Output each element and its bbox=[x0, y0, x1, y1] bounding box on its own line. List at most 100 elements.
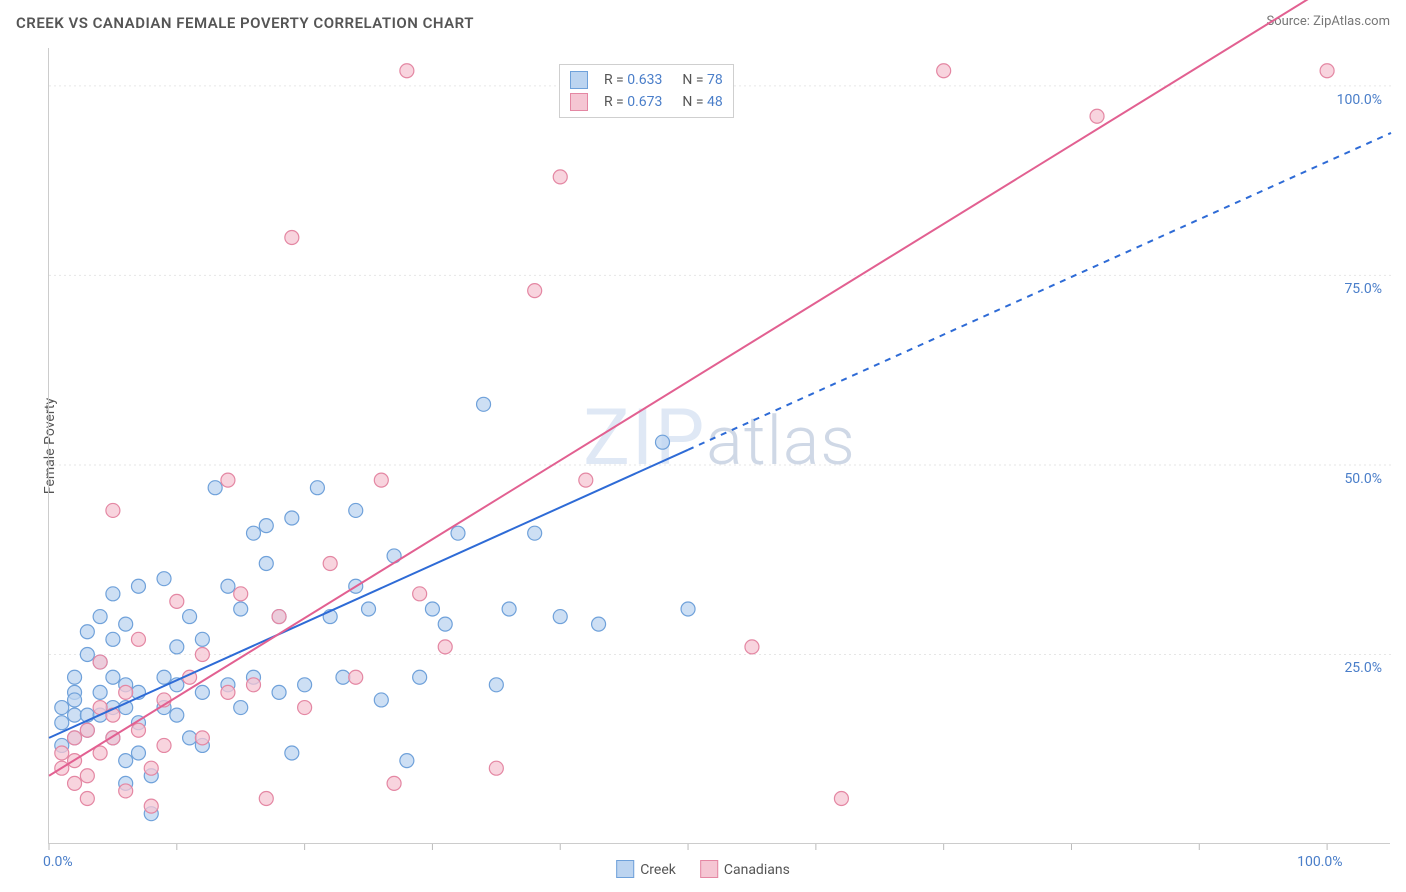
y-tick-label: 100.0% bbox=[1337, 92, 1382, 108]
scatter-point-canadians bbox=[374, 473, 388, 487]
scatter-point-creek bbox=[157, 572, 171, 586]
scatter-point-canadians bbox=[400, 64, 414, 78]
scatter-point-creek bbox=[246, 526, 260, 540]
scatter-point-creek bbox=[298, 678, 312, 692]
scatter-point-canadians bbox=[323, 557, 337, 571]
scatter-point-creek bbox=[208, 481, 222, 495]
stats-R-label: R = 0.633 bbox=[604, 69, 662, 91]
scatter-point-creek bbox=[93, 610, 107, 624]
scatter-point-creek bbox=[119, 754, 133, 768]
scatter-point-creek bbox=[285, 746, 299, 760]
scatter-point-creek bbox=[106, 670, 120, 684]
scatter-point-creek bbox=[349, 503, 363, 517]
scatter-point-canadians bbox=[937, 64, 951, 78]
scatter-point-creek bbox=[502, 602, 516, 616]
scatter-point-canadians bbox=[349, 670, 363, 684]
scatter-point-creek bbox=[93, 685, 107, 699]
scatter-point-creek bbox=[374, 693, 388, 707]
scatter-point-canadians bbox=[80, 792, 94, 806]
scatter-point-creek bbox=[425, 602, 439, 616]
scatter-point-creek bbox=[234, 602, 248, 616]
scatter-point-canadians bbox=[93, 655, 107, 669]
stats-N-label: N = 78 bbox=[682, 69, 722, 91]
scatter-point-creek bbox=[195, 685, 209, 699]
scatter-point-canadians bbox=[195, 731, 209, 745]
scatter-point-creek bbox=[170, 640, 184, 654]
scatter-point-canadians bbox=[272, 610, 286, 624]
scatter-point-creek bbox=[183, 610, 197, 624]
scatter-point-creek bbox=[592, 617, 606, 631]
stats-R-label: R = 0.673 bbox=[604, 91, 662, 113]
y-tick-label: 75.0% bbox=[1344, 281, 1382, 297]
scatter-point-creek bbox=[438, 617, 452, 631]
scatter-point-creek bbox=[655, 435, 669, 449]
scatter-point-creek bbox=[221, 579, 235, 593]
x-tick-label: 100.0% bbox=[1297, 854, 1342, 870]
scatter-point-creek bbox=[106, 587, 120, 601]
scatter-point-creek bbox=[553, 610, 567, 624]
scatter-point-creek bbox=[68, 670, 82, 684]
scatter-point-canadians bbox=[553, 170, 567, 184]
scatter-point-creek bbox=[170, 708, 184, 722]
plot-area: ZIPatlas R = 0.633N = 78R = 0.673N = 48 … bbox=[48, 48, 1390, 844]
scatter-point-canadians bbox=[170, 594, 184, 608]
scatter-point-canadians bbox=[119, 685, 133, 699]
scatter-point-canadians bbox=[221, 685, 235, 699]
plot-svg bbox=[49, 48, 1390, 843]
legend-label: Creek bbox=[640, 862, 676, 878]
scatter-point-creek bbox=[336, 670, 350, 684]
trendline-creek-dashed bbox=[688, 133, 1391, 450]
scatter-point-canadians bbox=[106, 503, 120, 517]
scatter-point-canadians bbox=[234, 587, 248, 601]
scatter-point-canadians bbox=[80, 723, 94, 737]
stats-row-canadians: R = 0.673 N = 48 bbox=[570, 91, 723, 113]
scatter-point-canadians bbox=[298, 701, 312, 715]
scatter-point-canadians bbox=[131, 723, 145, 737]
scatter-point-canadians bbox=[144, 799, 158, 813]
scatter-point-canadians bbox=[745, 640, 759, 654]
correlation-stats-box: R = 0.633 N = 78 R = 0.673 N = 48 bbox=[559, 64, 734, 118]
scatter-point-creek bbox=[68, 693, 82, 707]
legend-label: Canadians bbox=[724, 862, 790, 878]
scatter-point-canadians bbox=[1320, 64, 1334, 78]
chart-container: CREEK VS CANADIAN FEMALE POVERTY CORRELA… bbox=[0, 0, 1406, 892]
scatter-point-creek bbox=[451, 526, 465, 540]
scatter-point-creek bbox=[272, 685, 286, 699]
scatter-point-creek bbox=[400, 754, 414, 768]
legend-item-creek[interactable]: Creek bbox=[616, 860, 676, 878]
scatter-point-canadians bbox=[55, 746, 69, 760]
legend-item-canadians[interactable]: Canadians bbox=[700, 860, 790, 878]
y-tick-label: 25.0% bbox=[1344, 660, 1382, 676]
chart-source: Source: ZipAtlas.com bbox=[1266, 14, 1390, 29]
scatter-point-creek bbox=[413, 670, 427, 684]
scatter-point-canadians bbox=[438, 640, 452, 654]
scatter-point-creek bbox=[106, 632, 120, 646]
chart-title: CREEK VS CANADIAN FEMALE POVERTY CORRELA… bbox=[16, 14, 474, 32]
scatter-point-canadians bbox=[68, 731, 82, 745]
stats-N-label: N = 48 bbox=[682, 91, 722, 113]
scatter-point-creek bbox=[131, 746, 145, 760]
legend-swatch bbox=[700, 860, 718, 878]
scatter-point-canadians bbox=[221, 473, 235, 487]
stats-row-creek: R = 0.633 N = 78 bbox=[570, 69, 723, 91]
scatter-point-creek bbox=[362, 602, 376, 616]
stats-swatch-creek bbox=[570, 71, 588, 89]
scatter-point-creek bbox=[310, 481, 324, 495]
y-tick-label: 50.0% bbox=[1344, 471, 1382, 487]
scatter-point-canadians bbox=[413, 587, 427, 601]
scatter-point-canadians bbox=[68, 776, 82, 790]
scatter-point-creek bbox=[528, 526, 542, 540]
x-tick-label: 0.0% bbox=[43, 854, 73, 870]
source-link[interactable]: ZipAtlas.com bbox=[1313, 14, 1390, 29]
scatter-point-creek bbox=[234, 701, 248, 715]
scatter-point-creek bbox=[183, 731, 197, 745]
scatter-point-creek bbox=[55, 716, 69, 730]
scatter-point-canadians bbox=[144, 761, 158, 775]
scatter-point-canadians bbox=[119, 784, 133, 798]
scatter-point-creek bbox=[489, 678, 503, 692]
legend-swatch bbox=[616, 860, 634, 878]
stats-swatch-canadians bbox=[570, 93, 588, 111]
scatter-point-canadians bbox=[528, 284, 542, 298]
scatter-point-creek bbox=[80, 625, 94, 639]
scatter-point-creek bbox=[285, 511, 299, 525]
